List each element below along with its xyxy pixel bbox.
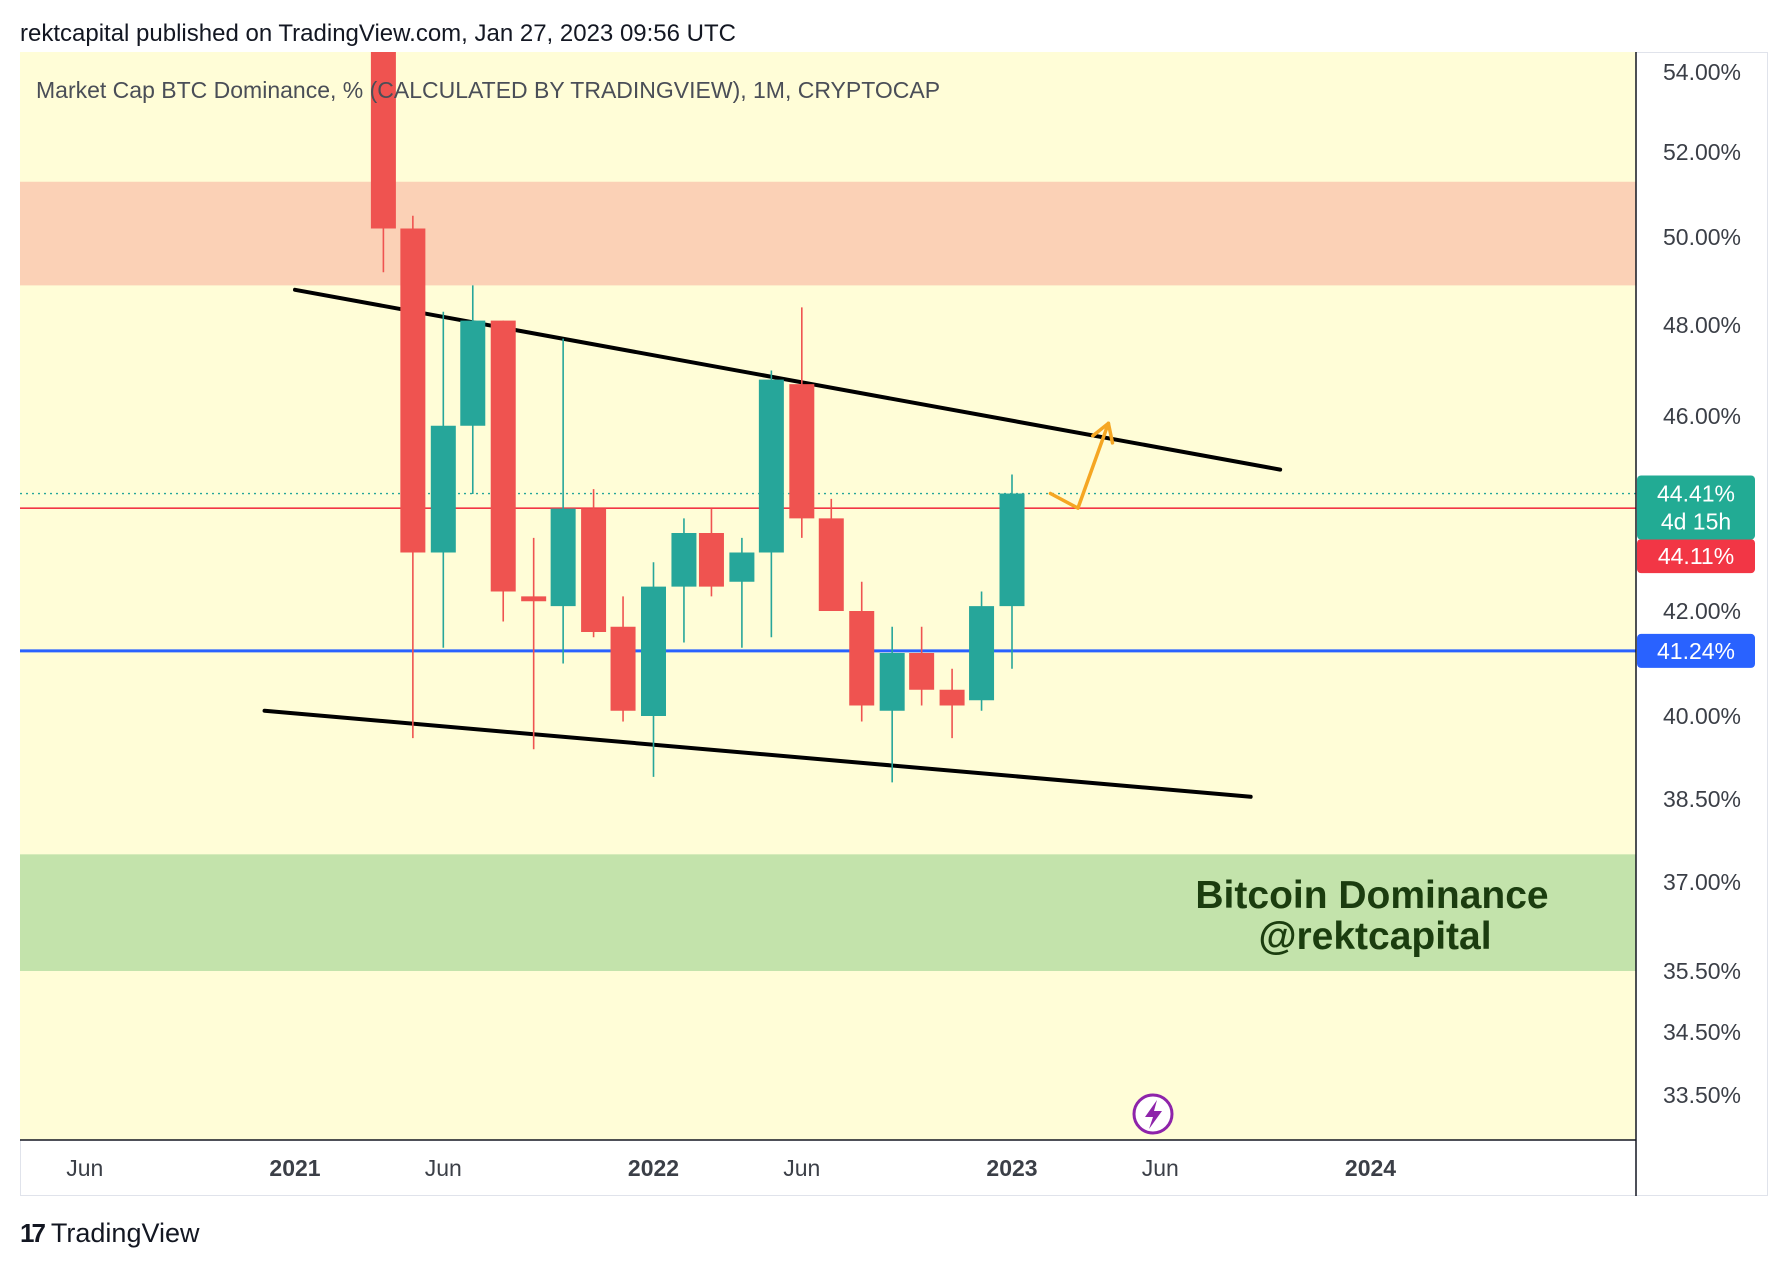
candle-2022-11-01: [939, 668, 965, 739]
bolt-shape: [1145, 1100, 1162, 1129]
candle-body: [460, 320, 486, 426]
key-level-tag-label: 41.24%: [1657, 638, 1735, 664]
x-tick-label: Jun: [66, 1155, 103, 1181]
candle-body: [969, 606, 995, 701]
candle-2021-11-01: [581, 489, 607, 638]
candle-2021-10-01: [550, 338, 576, 664]
y-tick-label: 54.00%: [1663, 59, 1741, 85]
y-axis[interactable]: 54.00% 52.00% 50.00% 48.00% 46.00% 42.00% 40.0…: [1635, 52, 1755, 1196]
candle-2021-07-01: [460, 285, 486, 494]
candle-2022-06-01: [789, 307, 815, 538]
candle-body: [729, 552, 755, 582]
x-tick-label: 2024: [1345, 1155, 1396, 1181]
candle-body: [490, 320, 516, 592]
candle-2022-10-01: [909, 626, 935, 706]
y-tick-label: 52.00%: [1663, 139, 1741, 165]
candle-body: [818, 518, 844, 611]
lightning-bolt-icon[interactable]: [1132, 1093, 1174, 1135]
candle-2021-05-01: [400, 215, 426, 739]
lower-trendline: [262, 708, 1253, 799]
candle-2021-06-01: [430, 311, 456, 648]
footer-brand[interactable]: TradingView: [50, 1218, 200, 1248]
support-zone: [20, 854, 1636, 971]
candle-body: [550, 508, 576, 607]
y-tick-label: 34.50%: [1663, 1019, 1741, 1045]
x-tick-label: Jun: [425, 1155, 462, 1181]
candle-2022-09-01: [879, 626, 905, 783]
candle-body: [789, 384, 815, 519]
last-price-tag: [1637, 475, 1755, 540]
candle-2022-07-01: [818, 498, 844, 611]
candle-2021-12-01: [610, 596, 636, 722]
candle-body: [671, 533, 697, 587]
candle-body: [758, 379, 784, 553]
x-tick-label: 2021: [269, 1155, 320, 1181]
candle-body: [849, 611, 875, 706]
candle-body: [939, 689, 965, 706]
candle-body: [581, 508, 607, 632]
candle-body: [909, 653, 935, 690]
candle-body: [698, 533, 724, 587]
candle-2022-12-01: [969, 591, 995, 711]
candle-body: [370, 52, 396, 229]
annotation-author: @rektcapital: [1258, 915, 1491, 958]
x-tick-label: 2022: [628, 1155, 679, 1181]
y-tick-label: 33.50%: [1663, 1082, 1741, 1108]
x-axis[interactable]: Jun 2021 Jun 2022 Jun 2023 Jun 2024: [20, 1139, 1636, 1181]
trendlines-layer: [262, 287, 1283, 799]
candle-2023-01-01: [999, 474, 1025, 669]
chart-title: Market Cap BTC Dominance, % (CALCULATED …: [36, 77, 940, 103]
annotation-title: Bitcoin Dominance: [1195, 874, 1548, 917]
candle-2021-08-01: [490, 320, 516, 622]
candle-body: [400, 228, 426, 553]
projection-path: [1048, 421, 1111, 510]
y-tick-label: 46.00%: [1663, 403, 1741, 429]
y-tick-label: 50.00%: [1663, 224, 1741, 250]
y-tick-label: 48.00%: [1663, 312, 1741, 338]
y-tick-label: 37.00%: [1663, 869, 1741, 895]
last-price-tag-label: 44.41%: [1657, 481, 1735, 507]
horizontal-lines-layer: [20, 492, 1636, 653]
candle-2022-01-01: [641, 562, 666, 777]
prev-close-tag: [1637, 539, 1755, 574]
publish-header: rektcapital published on TradingView.com…: [20, 20, 736, 47]
x-tick-label: Jun: [783, 1155, 820, 1181]
candle-2022-02-01: [671, 518, 697, 643]
candles-layer: [370, 52, 1025, 783]
candle-2022-05-01: [758, 370, 784, 638]
upper-trendline: [293, 287, 1283, 472]
candle-body: [430, 425, 456, 553]
projection-layer: [1048, 421, 1115, 510]
candle-2021-09-01: [521, 537, 547, 750]
tradingview-logo-icon[interactable]: 17: [20, 1218, 46, 1248]
candle-2022-08-01: [849, 581, 875, 722]
candle-body: [879, 653, 905, 711]
y-tick-label: 38.50%: [1663, 786, 1741, 812]
candle-2021-04-01: [370, 52, 396, 273]
x-tick-label: 2023: [986, 1155, 1037, 1181]
candle-body: [999, 493, 1025, 607]
zones-layer: [20, 181, 1636, 971]
candle-body: [610, 626, 636, 711]
candle-body: [521, 596, 547, 602]
prev-close-tag-label: 44.11%: [1658, 543, 1734, 569]
resistance-zone: [20, 181, 1636, 286]
candle-2022-04-01: [729, 537, 755, 648]
last-price-tag-countdown: 4d 15h: [1661, 509, 1731, 535]
candle-body: [641, 586, 666, 716]
candle-2022-03-01: [698, 508, 724, 597]
key-level-tag: [1637, 633, 1755, 668]
y-tick-label: 42.00%: [1663, 598, 1741, 624]
y-tick-label: 35.50%: [1663, 958, 1741, 984]
y-tick-label: 40.00%: [1663, 703, 1741, 729]
footer: 17 TradingView: [20, 1218, 200, 1249]
projection-arrowhead: [1091, 421, 1115, 445]
x-tick-label: Jun: [1142, 1155, 1179, 1181]
